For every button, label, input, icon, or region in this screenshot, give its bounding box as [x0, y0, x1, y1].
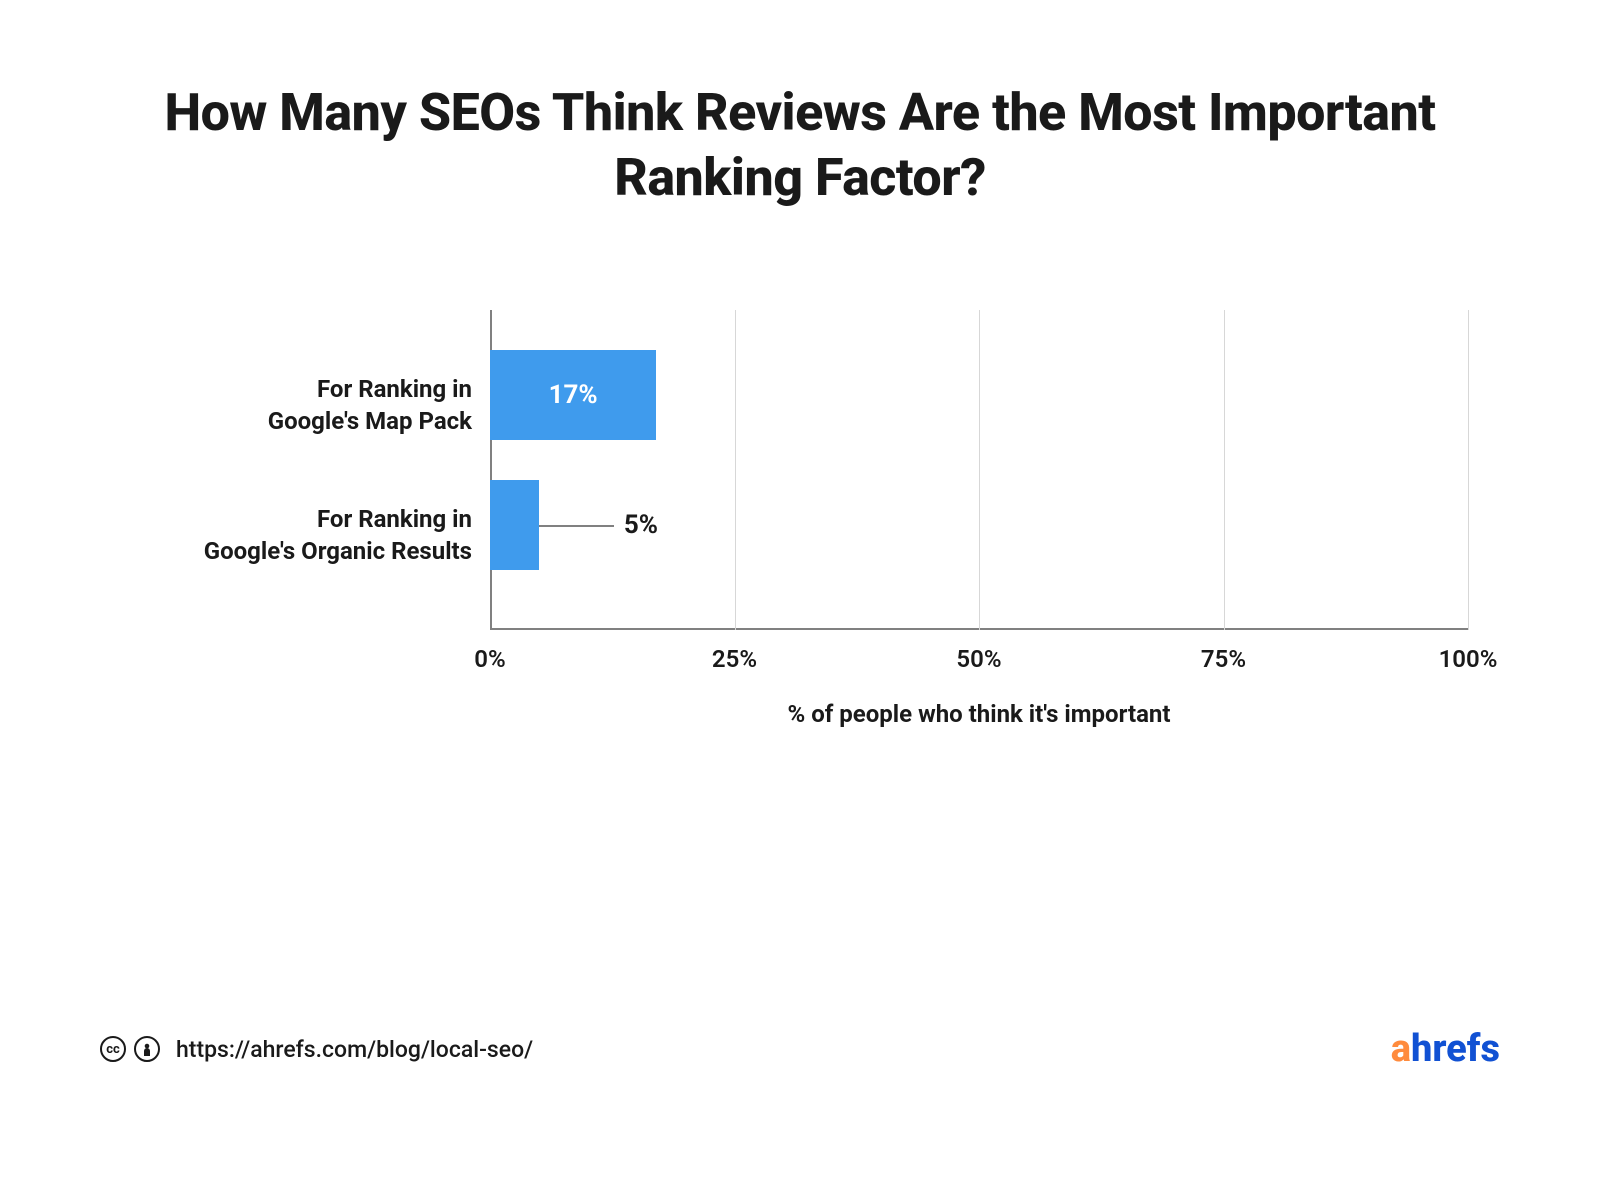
category-label-line1: For Ranking in — [317, 373, 472, 405]
gridline — [979, 310, 980, 630]
x-tick-label: 0% — [474, 645, 505, 673]
attribution-icon — [134, 1036, 160, 1062]
category-label-line2: Google's Organic Results — [204, 535, 472, 567]
brand-hrefs: hrefs — [1411, 1027, 1500, 1071]
x-axis-title: % of people who think it's important — [787, 700, 1170, 728]
cc-icon-label: cc — [106, 1042, 120, 1057]
bar-value-label: 5% — [624, 510, 658, 540]
category-label: For Ranking inGoogle's Map Pack — [100, 340, 490, 470]
bar — [490, 480, 539, 570]
credits: cc https://ahrefs.com/blog/local-seo/ — [100, 1036, 533, 1063]
bar-row: 5% — [490, 480, 539, 570]
x-tick-label: 75% — [1201, 645, 1246, 673]
chart-area: For Ranking inGoogle's Map PackFor Ranki… — [100, 310, 1500, 680]
plot-area: % of people who think it's important 0%2… — [490, 310, 1468, 680]
bar-row: 17% — [490, 350, 656, 440]
source-url: https://ahrefs.com/blog/local-seo/ — [176, 1036, 533, 1063]
infographic: How Many SEOs Think Reviews Are the Most… — [0, 0, 1600, 1181]
gridline — [735, 310, 736, 630]
gridline — [1224, 310, 1225, 630]
bar-value-label: 17% — [549, 380, 598, 410]
x-tick-label: 100% — [1439, 645, 1498, 673]
category-label: For Ranking inGoogle's Organic Results — [100, 470, 490, 600]
leader-line — [539, 525, 614, 527]
category-label-line1: For Ranking in — [317, 503, 472, 535]
brand-a: a — [1391, 1027, 1411, 1071]
x-tick-label: 50% — [956, 645, 1001, 673]
footer: cc https://ahrefs.com/blog/local-seo/ ah… — [100, 1027, 1500, 1071]
person-icon — [140, 1042, 154, 1056]
gridline — [1468, 310, 1469, 630]
category-labels-column: For Ranking inGoogle's Map PackFor Ranki… — [100, 310, 490, 680]
category-label-line2: Google's Map Pack — [268, 405, 472, 437]
chart-title: How Many SEOs Think Reviews Are the Most… — [100, 80, 1500, 210]
brand-logo: ahrefs — [1391, 1027, 1500, 1071]
x-tick-label: 25% — [712, 645, 757, 673]
cc-icon: cc — [100, 1036, 126, 1062]
